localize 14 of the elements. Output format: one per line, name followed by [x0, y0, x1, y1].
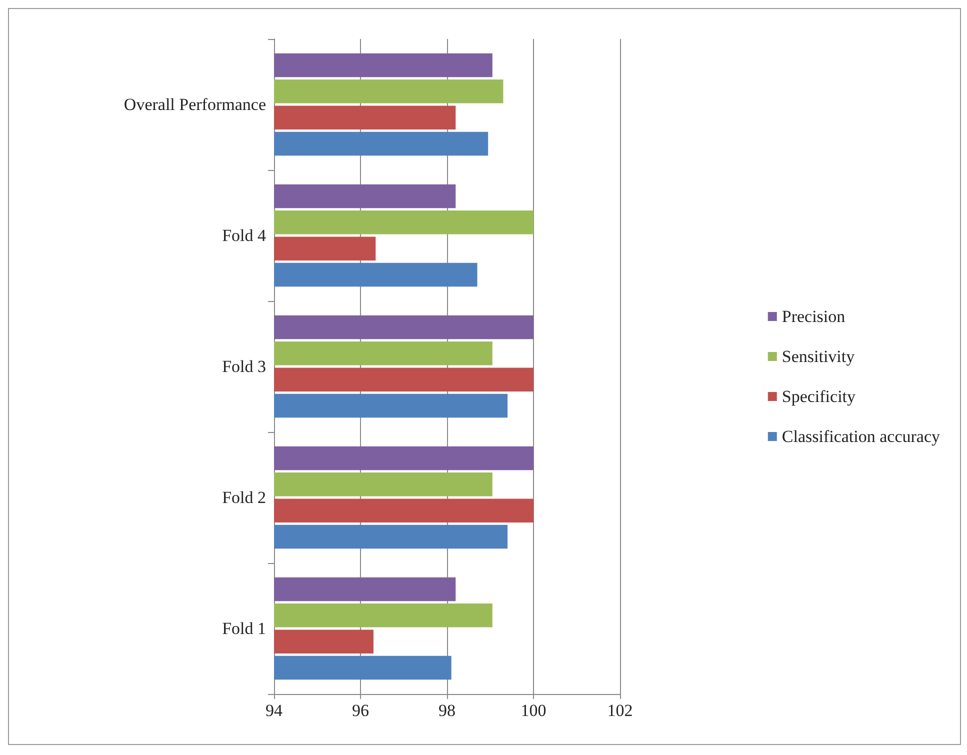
legend-label: Specificity	[782, 387, 856, 406]
y-tick-label: Fold 1	[222, 619, 266, 638]
y-tick-label: Fold 3	[222, 357, 266, 376]
x-tick-label: 96	[352, 701, 369, 720]
y-tick-label: Fold 4	[222, 226, 266, 245]
x-tick-label: 94	[266, 701, 283, 720]
x-tick-label: 98	[438, 701, 456, 720]
legend-label: Sensitivity	[782, 347, 856, 366]
x-tick-label: 100	[520, 701, 546, 720]
x-tick-label: 102	[607, 701, 633, 720]
legend-label: Precision	[782, 307, 846, 326]
y-tick-label: Overall Performance	[124, 95, 266, 114]
y-tick-label: Fold 2	[222, 488, 266, 507]
legend-label: Classification accuracy	[782, 427, 940, 446]
